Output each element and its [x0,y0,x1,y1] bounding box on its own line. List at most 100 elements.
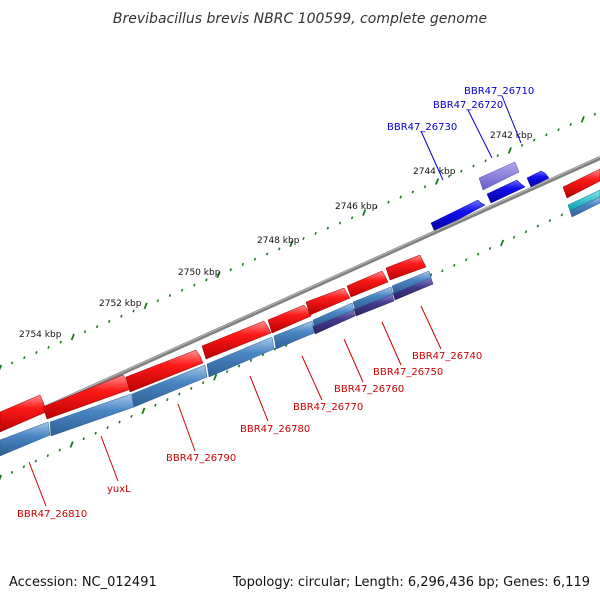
gene-label-26710[interactable]: BBR47_26710 [464,86,534,97]
outer-tick-31 [375,205,378,209]
outer-tick-15 [180,288,184,292]
kbp-axis-labels: 2742 kbp 2744 kbp 2746 kbp 2748 kbp 2750… [19,131,533,340]
gene-arrow-red-03[interactable] [125,349,204,393]
cds-steel-05[interactable] [273,320,315,350]
inner-tick-3 [34,459,38,463]
outer-tick-32 [387,200,390,204]
leader-line-26810 [28,461,47,507]
outer-tick-39 [472,164,475,168]
outer-tick-17 [205,278,208,282]
cds-cyan-right[interactable] [567,189,600,212]
inner-tick-21 [249,358,253,362]
outer-tick-47 [569,123,572,126]
inner-tick-5 [58,448,61,452]
kbp-label-2746: 2746 kbp [335,202,378,212]
gene-label-26760[interactable]: BBR47_26760 [334,384,404,395]
cds-steel-01[interactable] [0,421,51,457]
cds-steel-right[interactable] [569,196,600,218]
inner-tick-43 [512,235,516,239]
inner-tick-4 [46,454,50,458]
inner-tick-22 [261,353,265,357]
outer-tick-36 [435,178,440,185]
outer-tick-1 [10,361,14,365]
cds-steel-03[interactable] [131,364,208,408]
inner-tick-19 [225,370,229,374]
gene-arrow-red-04[interactable] [201,320,272,360]
cds-steel-04[interactable] [206,336,275,378]
gene-label-26720[interactable]: BBR47_26720 [433,100,503,111]
gene-track-blue [430,161,550,233]
kbp-label-2744: 2744 kbp [413,167,456,177]
outer-tick-0 [0,364,3,371]
inner-tick-8 [94,431,97,435]
gene-label-26730[interactable]: BBR47_26730 [387,122,457,133]
outer-tick-34 [411,190,415,194]
leader-line-26710 [501,95,522,144]
gene-track-red [0,254,427,433]
leader-line-26790 [177,403,196,452]
gene-arrow-26730[interactable] [430,199,486,233]
outer-tick-19 [229,268,232,272]
inner-tick-16 [190,386,193,390]
leader-line-26750 [381,321,402,366]
gene-label-26780[interactable]: BBR47_26780 [240,424,310,435]
genome-summary-label: Topology: circular; Length: 6,296,436 bp… [232,575,590,590]
gene-arrow-26720-alt[interactable] [478,161,520,191]
inner-tick-10 [118,420,121,424]
cds-steel-06[interactable] [312,302,355,327]
gene-label-26750[interactable]: BBR47_26750 [373,367,443,378]
gene-label-26770[interactable]: BBR47_26770 [293,402,363,413]
outer-tick-23 [278,247,281,251]
outer-tick-21 [253,257,257,261]
outer-tick-25 [302,236,305,241]
kbp-label-2748: 2748 kbp [257,236,300,246]
gene-label-26790[interactable]: BBR47_26790 [166,453,236,464]
outer-tick-44 [532,138,536,142]
outer-tick-5 [59,340,62,344]
cds-steel-08[interactable] [391,270,432,294]
leader-line-26780 [249,375,269,422]
leader-line-26740 [420,305,442,350]
gene-arrow-26720[interactable] [486,179,526,204]
inner-tick-12 [141,407,146,415]
outer-tick-13 [156,299,160,303]
accession-label: Accession: NC_012491 [9,575,157,590]
outer-tick-33 [399,195,402,199]
inner-tick-15 [178,392,181,396]
outer-tick-28 [338,221,342,225]
gene-label-26740[interactable]: BBR47_26740 [412,351,482,362]
outer-tick-12 [143,302,148,310]
outer-tick-22 [265,252,269,256]
leader-line-yuxl [100,435,119,482]
outer-tick-2 [23,356,26,360]
gene-labels-red: BBR47_26740 BBR47_26750 BBR47_26760 BBR4… [17,351,482,520]
outer-tick-45 [545,133,548,137]
inner-tick-40 [476,252,480,256]
gene-arrow-red-right[interactable] [562,168,600,199]
outer-tick-11 [132,309,135,313]
gene-arrow-26710[interactable] [526,170,550,188]
outer-tick-8 [95,325,99,329]
gene-label-yuxl[interactable]: yuxL [107,484,131,495]
gene-arrow-red-08[interactable] [385,254,427,281]
gene-arrow-red-06[interactable] [305,287,351,316]
inner-tick-6 [69,441,74,448]
inner-tick-42 [500,239,505,247]
inner-tick-45 [536,224,540,228]
kbp-label-2754: 2754 kbp [19,330,62,340]
kbp-label-2750: 2750 kbp [178,268,221,278]
outer-tick-46 [557,128,560,132]
outer-tick-42 [507,147,512,154]
outer-tick-20 [241,262,245,266]
inner-tick-39 [464,258,468,262]
map-title: Brevibacillus brevis NBRC 100599, comple… [113,11,487,27]
kbp-label-2752: 2752 kbp [99,299,142,309]
inner-tick-13 [154,403,157,407]
outer-tick-7 [83,330,87,334]
cds-steel-07[interactable] [352,286,394,310]
gene-label-26810[interactable]: BBR47_26810 [17,509,87,520]
gene-arrow-red-07[interactable] [346,270,389,298]
outer-tick-9 [108,319,111,323]
outer-tick-16 [193,283,196,287]
